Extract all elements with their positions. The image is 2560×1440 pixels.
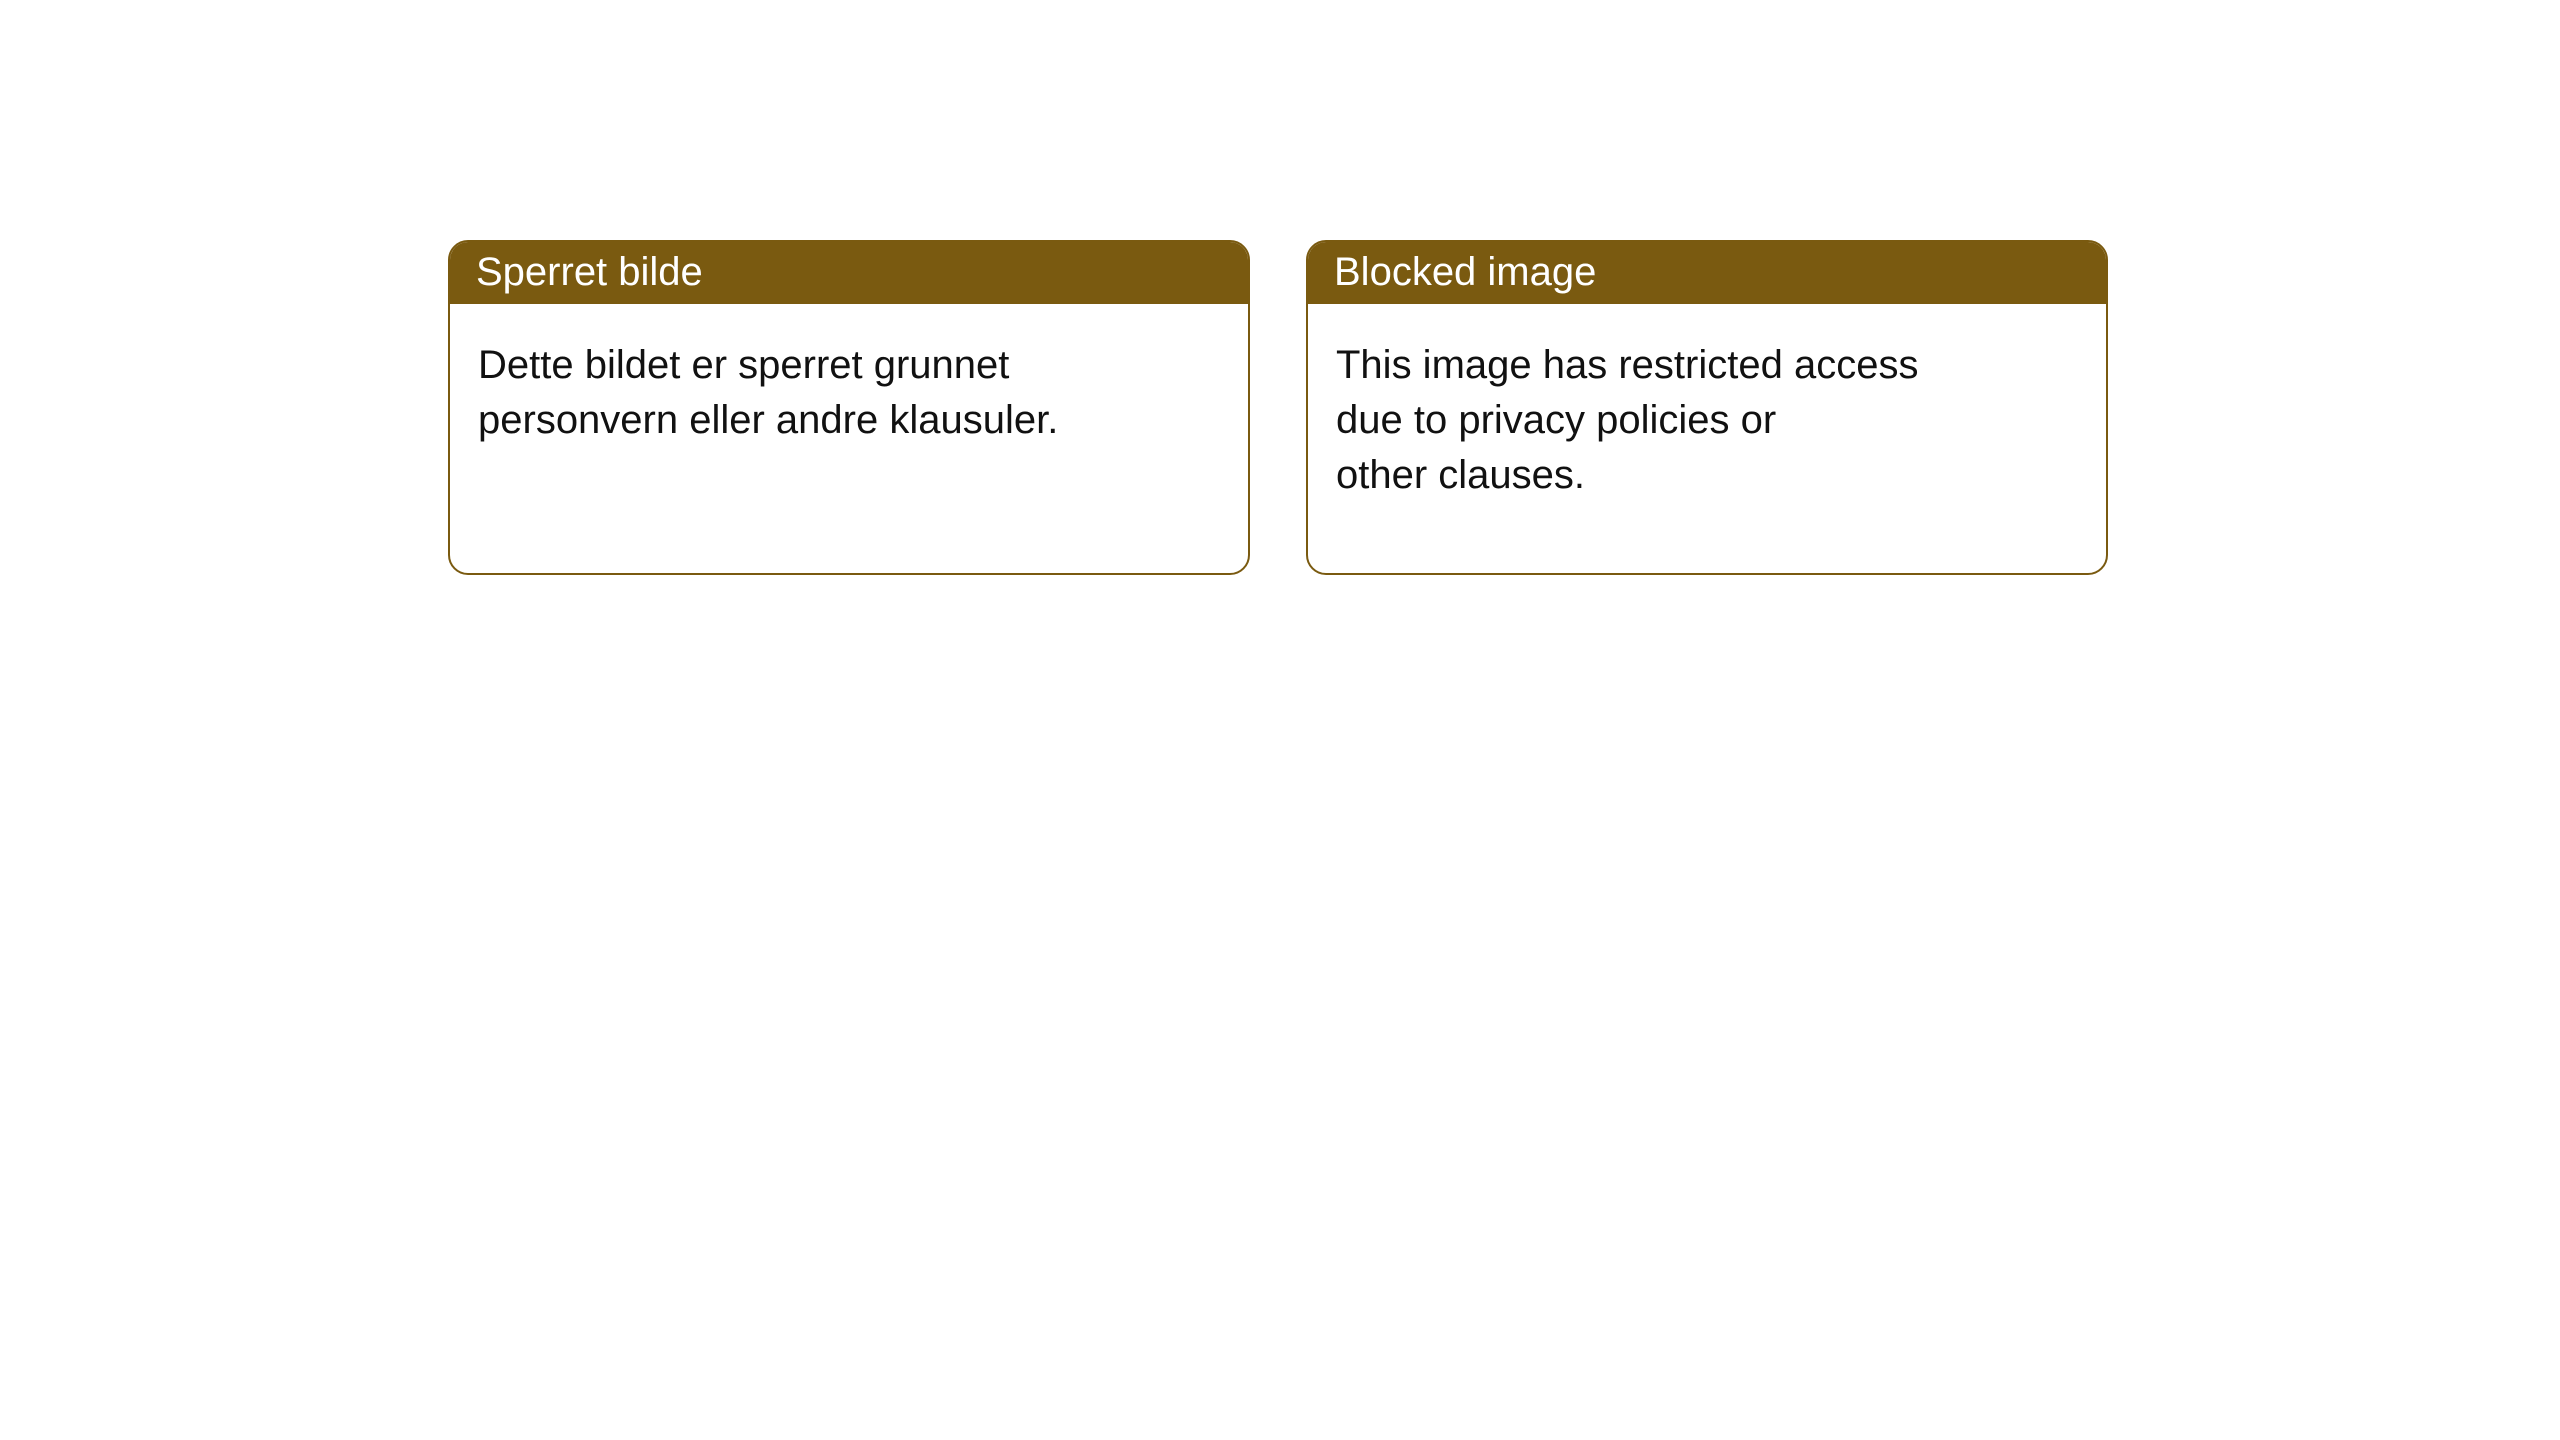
blocked-card-en: Blocked image This image has restricted …: [1306, 240, 2108, 575]
blocked-card-no-title: Sperret bilde: [450, 242, 1248, 304]
card-row: Sperret bilde Dette bildet er sperret gr…: [448, 240, 2108, 575]
blocked-card-en-body: This image has restricted access due to …: [1308, 304, 2106, 532]
blocked-card-en-title: Blocked image: [1308, 242, 2106, 304]
blocked-card-no-body: Dette bildet er sperret grunnet personve…: [450, 304, 1248, 476]
canvas: Sperret bilde Dette bildet er sperret gr…: [0, 0, 2560, 1440]
blocked-card-no: Sperret bilde Dette bildet er sperret gr…: [448, 240, 1250, 575]
